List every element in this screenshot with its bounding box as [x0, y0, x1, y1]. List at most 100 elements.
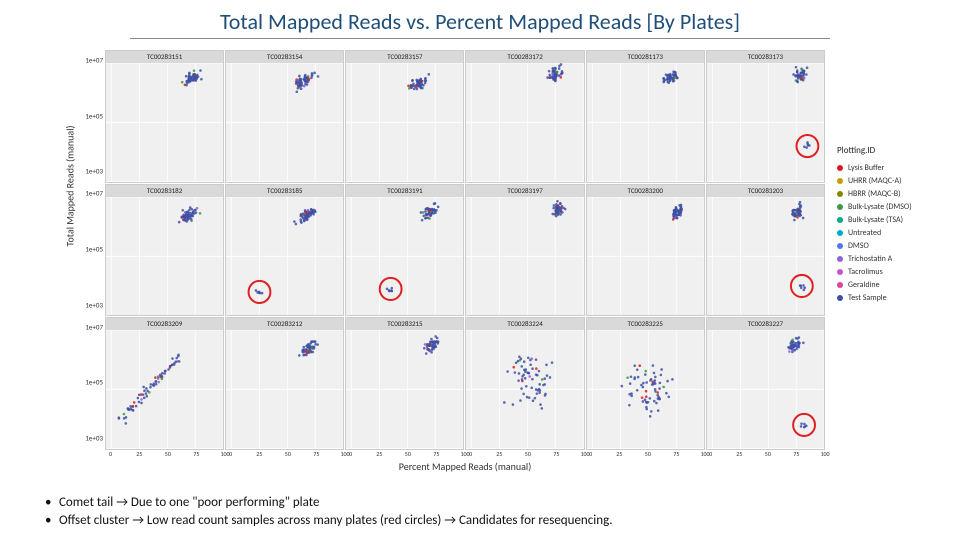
facet-plot-area: TC00283151TC00283154TC00283157TC00283172…	[105, 50, 825, 470]
facet-title: TC00283154	[226, 51, 343, 63]
legend-item: DMSO	[837, 239, 942, 252]
title-underline	[130, 38, 830, 39]
facet-title: TC00283173	[707, 51, 824, 63]
facet-title: TC00283151	[106, 51, 223, 63]
facet-panel: TC00283172	[465, 50, 584, 183]
facet-panel: TC00283227	[706, 317, 825, 450]
legend-item: Bulk-Lysate (TSA)	[837, 213, 942, 226]
facet-body	[226, 63, 343, 182]
legend-item: Untreated	[837, 226, 942, 239]
y-tick-label: 1e+05	[85, 378, 103, 387]
facet-title: TC00283227	[707, 318, 824, 330]
facet-body	[466, 63, 583, 182]
legend-label: Tacrolimus	[848, 267, 883, 277]
legend-item: Test Sample	[837, 291, 942, 304]
facet-title: TC00283185	[226, 185, 343, 197]
legend-item: Tacrolimus	[837, 265, 942, 278]
x-tick-label: 50	[765, 450, 771, 458]
legend-label: Lysis Buffer	[848, 163, 884, 173]
facet-panel: TC00283173	[706, 50, 825, 183]
facet-panel: TC00283224	[465, 317, 584, 450]
legend-label: Bulk-Lysate (DMSO)	[848, 202, 912, 212]
legend-label: Geraldine	[848, 280, 880, 290]
facet-title: TC00283209	[106, 318, 223, 330]
x-tick-label: 25	[616, 450, 622, 458]
facet-title: TC00283224	[466, 318, 583, 330]
facet-title: TC00283191	[346, 185, 463, 197]
x-tick-label: 75	[193, 450, 199, 458]
x-axis-label: Percent Mapped Reads (manual)	[105, 460, 825, 473]
x-tick-label: 100	[820, 450, 829, 458]
legend-swatch	[837, 165, 843, 171]
facet-title: TC00283225	[587, 318, 704, 330]
legend-title: Plotting.ID	[837, 145, 942, 156]
facet-body	[346, 330, 463, 449]
legend-item: Geraldine	[837, 278, 942, 291]
facet-title: TC00283197	[466, 185, 583, 197]
facet-body	[587, 330, 704, 449]
y-tick-label: 1e+05	[85, 111, 103, 120]
facet-panel: TC00283151	[105, 50, 224, 183]
facet-panel: TC00283191	[345, 184, 464, 317]
facet-body	[346, 197, 463, 316]
legend-label: Bulk-Lysate (TSA)	[848, 215, 903, 225]
x-tick-label: 0	[589, 450, 592, 458]
legend-swatch	[837, 243, 843, 249]
legend-label: HBRR (MAQC-B)	[848, 189, 901, 199]
facet-body	[226, 330, 343, 449]
facet-title: TC00283172	[466, 51, 583, 63]
legend-swatch	[837, 230, 843, 236]
facet-body	[346, 63, 463, 182]
x-tick-label: 25	[496, 450, 502, 458]
facet-body	[707, 63, 824, 182]
x-tick-label: 25	[136, 450, 142, 458]
facet-body	[226, 197, 343, 316]
legend-item: Trichostatin A	[837, 252, 942, 265]
facet-panel: TC00283225	[586, 317, 705, 450]
facet-body	[587, 63, 704, 182]
y-tick-label: 1e+03	[85, 434, 103, 443]
facet-body	[106, 197, 223, 316]
facet-title: TC00283215	[346, 318, 463, 330]
x-tick-label: 50	[645, 450, 651, 458]
legend-swatch	[837, 191, 843, 197]
x-tick-label: 0	[229, 450, 232, 458]
x-tick-label: 50	[285, 450, 291, 458]
x-axis-ticks: 0255075100025507510002550751000255075100…	[105, 450, 825, 460]
facet-body	[707, 197, 824, 316]
facet-body	[466, 330, 583, 449]
legend-swatch	[837, 295, 843, 301]
y-tick-label: 1e+03	[85, 300, 103, 309]
facet-panel: TC00281173	[586, 50, 705, 183]
x-tick-label: 75	[553, 450, 559, 458]
facet-title: TC00283157	[346, 51, 463, 63]
facet-panel: TC00283203	[706, 184, 825, 317]
bullet-item: Comet tail → Due to one "poor performing…	[45, 494, 612, 512]
y-tick-label: 1e+03	[85, 167, 103, 176]
facet-panel: TC00283185	[225, 184, 344, 317]
x-tick-label: 0	[349, 450, 352, 458]
facet-panel: TC00283209	[105, 317, 224, 450]
legend-swatch	[837, 204, 843, 210]
y-tick-label: 1e+05	[85, 245, 103, 254]
x-tick-label: 50	[525, 450, 531, 458]
facet-panel: TC00283215	[345, 317, 464, 450]
legend-label: UHRR (MAQC-A)	[848, 176, 902, 186]
x-tick-label: 25	[376, 450, 382, 458]
facet-panel: TC00283182	[105, 184, 224, 317]
facet-title: TC00283203	[707, 185, 824, 197]
x-tick-label: 75	[313, 450, 319, 458]
facet-body	[106, 330, 223, 449]
facet-title: TC00281173	[587, 51, 704, 63]
facet-title: TC00283212	[226, 318, 343, 330]
facet-body	[466, 197, 583, 316]
legend-label: Test Sample	[848, 293, 887, 303]
legend-swatch	[837, 282, 843, 288]
legend-swatch	[837, 269, 843, 275]
legend-swatch	[837, 217, 843, 223]
facet-panel: TC00283212	[225, 317, 344, 450]
bullet-item: Offset cluster → Low read count samples …	[45, 512, 612, 530]
legend-item: UHRR (MAQC-A)	[837, 174, 942, 187]
y-tick-label: 1e+07	[85, 322, 103, 331]
legend-label: DMSO	[848, 241, 869, 251]
